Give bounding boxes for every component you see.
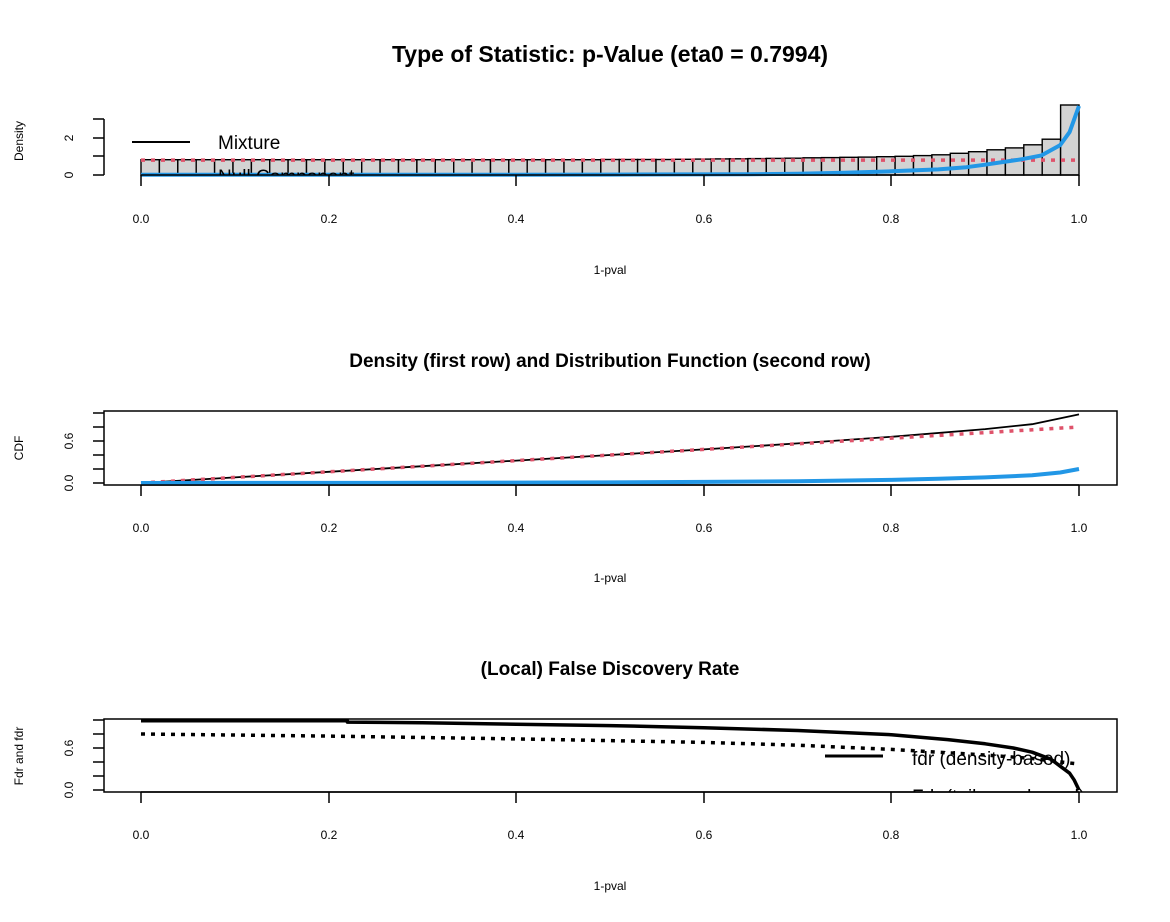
x-tick-label: 1.0 [1071, 212, 1088, 226]
series-line-fdr-tail-area-based [140, 732, 1080, 766]
panel-pvalue-histogram: Type of Statistic: p-Value (eta0 = 0.799… [12, 41, 1088, 277]
x-tick-label: 0.6 [696, 828, 713, 842]
legend-label-Fdr: Fdr (tail-area-based) [912, 787, 1085, 808]
histogram-bars [140, 104, 1080, 176]
y-axis-cdf: 0.0 0.6 CDF [12, 412, 104, 491]
histogram-bar [434, 158, 455, 176]
title-cdf: Density (first row) and Distribution Fun… [349, 351, 870, 372]
x-tick-label: 1.0 [1071, 521, 1088, 535]
histogram-bar [177, 158, 197, 176]
x-tick-label: 0.0 [133, 212, 150, 226]
y-tick-label: 0.0 [62, 781, 76, 798]
y-tick-label: 2 [62, 134, 76, 141]
x-tick-label: 0.4 [508, 828, 525, 842]
histogram-bar [361, 158, 381, 176]
x-axis-label: 1-pval [594, 879, 627, 893]
histogram-bar [453, 158, 473, 176]
series-lines [140, 718, 1081, 791]
histogram-bar [158, 158, 179, 176]
x-tick-label: 0.2 [321, 521, 338, 535]
histogram-bar [471, 158, 492, 176]
title-pvalue: Type of Statistic: p-Value (eta0 = 0.799… [392, 41, 828, 67]
y-axis-label: Fdr and fdr [12, 727, 26, 786]
histogram-bar [379, 158, 400, 176]
x-tick-label: 0.2 [321, 212, 338, 226]
x-tick-label: 0.8 [883, 212, 900, 226]
x-tick-label: 0.0 [133, 521, 150, 535]
y-axis-label: CDF [12, 436, 26, 461]
x-tick-label: 1.0 [1071, 828, 1088, 842]
legend-label-fdr: fdr (density-based) [912, 749, 1070, 770]
plot-box-cdf [103, 410, 1118, 486]
series-line-alternative-component [140, 467, 1080, 485]
series-line-fdr-density-based [141, 718, 1081, 791]
x-tick-label: 0.4 [508, 521, 525, 535]
y-tick-label: 0.6 [62, 432, 76, 449]
x-tick-label: 0.0 [133, 828, 150, 842]
y-tick-label: 0.0 [62, 474, 76, 491]
x-tick-label: 0.4 [508, 212, 525, 226]
legend: fdr (density-based) Fdr (tail-area-based… [825, 749, 1085, 808]
series-lines [140, 413, 1080, 485]
x-tick-label: 0.2 [321, 828, 338, 842]
x-axis: 0.0 0.2 0.4 0.6 0.8 1.0 1-pval [133, 791, 1088, 893]
histogram-bar [195, 158, 216, 176]
panel-fdr: (Local) False Discovery Rate 0.0 0.6 Fdr… [12, 659, 1118, 893]
title-fdr: (Local) False Discovery Rate [481, 659, 740, 680]
y-tick-label: 0 [62, 171, 76, 178]
x-tick-label: 0.8 [883, 828, 900, 842]
x-axis-label: 1-pval [594, 263, 627, 277]
panel-cdf: Density (first row) and Distribution Fun… [12, 351, 1118, 585]
y-axis-fdr: 0.0 0.6 Fdr and fdr [12, 719, 104, 798]
histogram-bar [489, 158, 510, 176]
y-axis-label: Density [12, 121, 26, 161]
x-tick-label: 0.6 [696, 521, 713, 535]
x-tick-label: 0.6 [696, 212, 713, 226]
series-line-null-component [140, 425, 1080, 485]
legend-label-null: Null Component [218, 167, 355, 188]
histogram-bar [397, 158, 418, 176]
legend-label-mixture: Mixture [218, 133, 280, 154]
legend: Mixture Null Component [132, 133, 355, 188]
series-line-mixture [140, 413, 1080, 484]
y-axis-density: 0 2 Density [12, 118, 105, 178]
histogram-bar [140, 158, 161, 176]
x-tick-label: 0.8 [883, 521, 900, 535]
histogram-bar [949, 152, 970, 176]
y-tick-label: 0.6 [62, 739, 76, 756]
histogram-bar [416, 158, 436, 176]
x-axis: 0.0 0.2 0.4 0.6 0.8 1.0 1-pval [133, 174, 1088, 277]
histogram-bar [931, 154, 952, 176]
x-axis-label: 1-pval [594, 571, 627, 585]
x-axis: 0.0 0.2 0.4 0.6 0.8 1.0 1-pval [133, 484, 1088, 585]
